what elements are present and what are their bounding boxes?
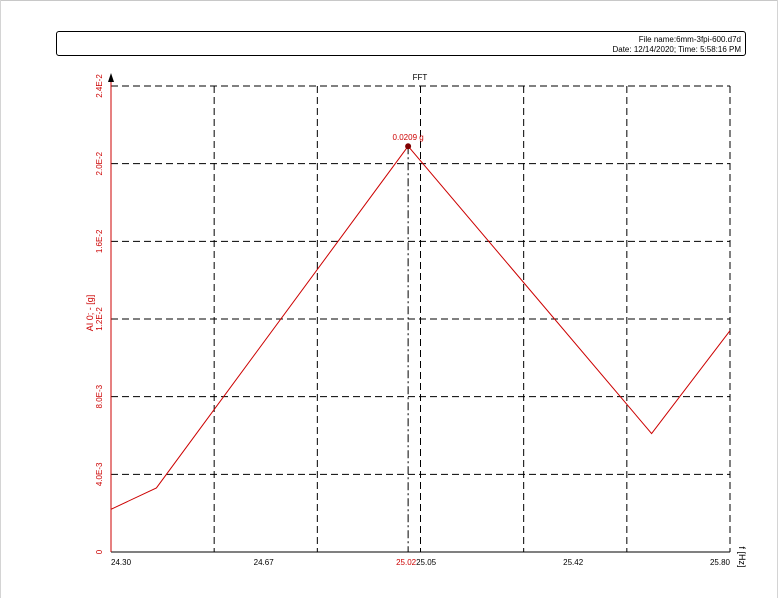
file-info-box: File name:6mm-3fpi-600.d7d Date: 12/14/2… [56, 31, 746, 56]
y-tick-label: 2.4E-2 [95, 74, 104, 98]
chart-title: FFT [413, 73, 428, 82]
y-tick-label: 2.0E-2 [95, 151, 104, 175]
y-tick-labels: 0 4.0E-3 8.0E-3 1.2E-2 1.6E-2 2.0E-2 2.4E-2 [95, 74, 104, 555]
y-tick-label: 1.6E-2 [95, 229, 104, 253]
x-tick-label: 25.05 [416, 558, 437, 567]
x-tick-label: 24.67 [254, 558, 275, 567]
x-tick-label: 25.80 [710, 558, 731, 567]
x-axis-label: f [Hz] [737, 546, 747, 567]
date-time-text: Date: 12/14/2020; Time: 5:58:16 PM [612, 45, 741, 54]
peak-marker-group: 0.0209 g [393, 133, 424, 552]
window-top-border [0, 0, 778, 1]
y-tick-label: 4.0E-3 [95, 462, 104, 486]
x-tick-label: 25.42 [563, 558, 584, 567]
y-tick-label: 1.2E-2 [95, 307, 104, 331]
y-tick-label: 8.0E-3 [95, 384, 104, 408]
file-name-text: File name:6mm-3fpi-600.d7d [638, 35, 741, 44]
y-axis-label: AI 0; - [g] [85, 295, 95, 332]
x-tick-label: 24.30 [111, 558, 132, 567]
grid-lines [111, 85, 731, 553]
x-tick-label: 25.02 [396, 558, 417, 567]
window-left-border [0, 0, 1, 598]
y-tick-label: 0 [95, 549, 104, 554]
axes [108, 73, 114, 552]
x-tick-labels: 24.30 24.67 25.02 25.05 25.42 25.80 [111, 558, 731, 567]
y-axis-arrow-icon [108, 73, 114, 82]
peak-value-label: 0.0209 g [393, 133, 424, 142]
peak-marker-point [405, 143, 412, 150]
